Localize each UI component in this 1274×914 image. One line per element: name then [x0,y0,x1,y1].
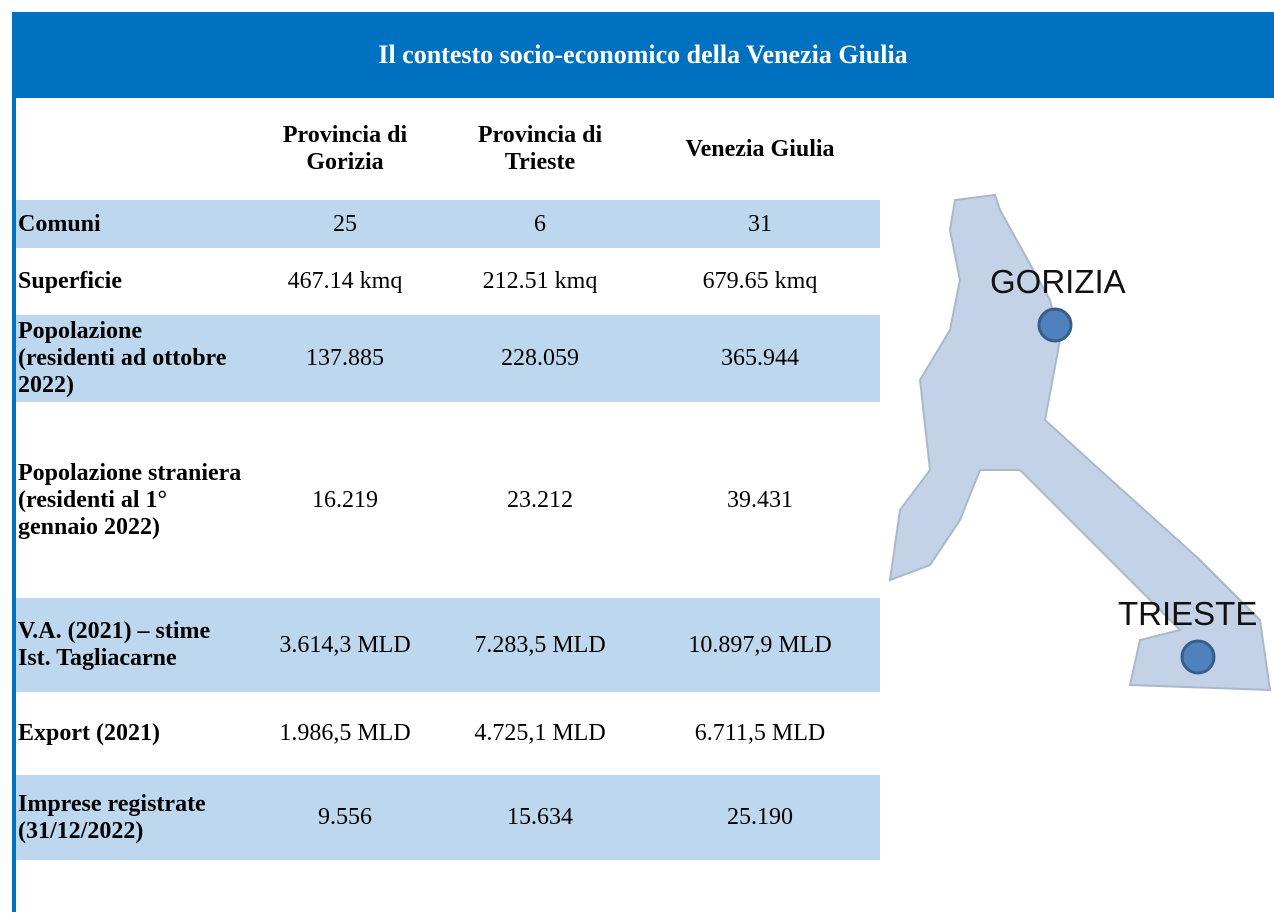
title: Il contesto socio-economico della Venezi… [12,12,1274,98]
cell: 467.14 kmq [287,268,403,294]
column-header: Provincia di Trieste [477,122,603,175]
row-label: Popolazione (residenti ad ottobre 2022) [16,315,250,402]
row: Superficie 467.14 kmq 212.51 kmq 679.65 kmq [16,248,880,315]
row: Imprese registrate (31/12/2022) 9.556 15.6… [16,775,880,860]
cell: 679.65 kmq [702,268,818,294]
table: Provincia di Gorizia Provincia di Trieste… [16,98,880,860]
row-label: Export (2021) [18,720,160,746]
row: Popolazione (residenti ad ottobre 2022) 1… [16,315,880,402]
cell: 9.556 [250,775,440,860]
cell: 31 [640,200,880,248]
cell: 6 [440,200,640,248]
row-label: Imprese registrate (31/12/2022) [16,775,250,860]
cell: 23.212 [507,486,573,513]
map-label: GORIZIA [990,263,1126,300]
map-label: TRIESTE [1118,595,1257,632]
row-label: V.A. (2021) – stime Ist. Tagliacarne [16,598,250,692]
column-header: Venezia Giulia [685,135,835,162]
left-border [12,12,16,912]
cell: 15.634 [440,775,640,860]
row-label: Popolazione straniera (residenti al 1° g… [18,459,242,540]
row-label: Superficie [18,268,122,294]
cell: 137.885 [250,315,440,402]
row: Export (2021) 1.986,5 MLD 4.725,1 MLD 6.711… [16,692,880,775]
row: Popolazione straniera (residenti al 1° g… [16,402,880,598]
cell: 4.725,1 MLD [474,720,606,746]
corner [16,98,250,200]
header-row: Provincia di Gorizia Provincia di Trieste… [16,98,880,200]
row: V.A. (2021) – stime Ist. Tagliacarne 3.61… [16,598,880,692]
gorizia-dot [1037,307,1073,343]
cell: 25 [250,200,440,248]
cell: 1.986,5 MLD [279,720,411,746]
trieste-dot [1180,639,1216,675]
cell: 3.614,3 MLD [250,598,440,692]
cell: 212.51 kmq [482,268,598,294]
cell: 6.711,5 MLD [694,720,826,746]
cell: 365.944 [640,315,880,402]
cell: 7.283,5 MLD [440,598,640,692]
region-shape [888,193,1272,692]
cell: 10.897,9 MLD [640,598,880,692]
column-header: Provincia di Gorizia [282,122,408,175]
cell: 39.431 [727,486,793,513]
cell: 16.219 [312,486,378,513]
cell: 25.190 [640,775,880,860]
cell: 228.059 [440,315,640,402]
row: Comuni 25 6 31 [16,200,880,248]
row-label: Comuni [16,200,250,248]
